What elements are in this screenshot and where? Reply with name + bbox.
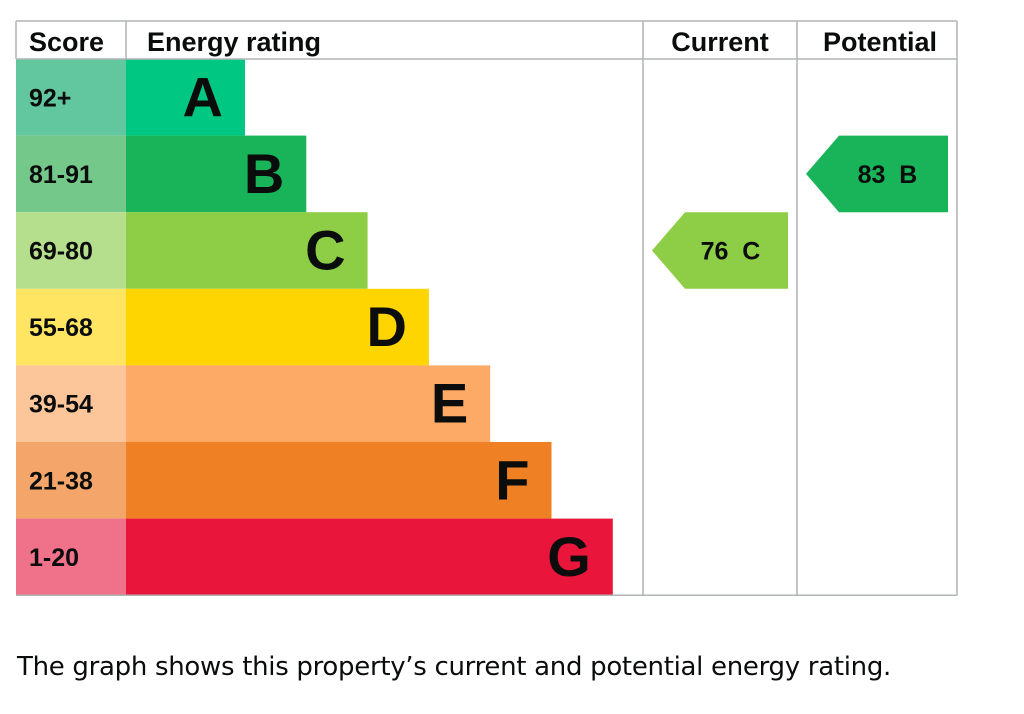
- potential-arrow: [806, 135, 948, 213]
- rating-letter-d: D: [366, 295, 406, 358]
- rating-letter-e: E: [431, 372, 468, 435]
- score-cell-a: [16, 59, 126, 136]
- rating-bar-c: [126, 212, 368, 289]
- score-cell-c: [16, 212, 126, 289]
- score-label-e: 39-54: [29, 391, 93, 419]
- rating-letter-a: A: [183, 65, 223, 128]
- rating-bands: 92+ A 81-91 B 69-80 C 55-68 D 39-54 E 21-38 F 1-20 G: [16, 59, 613, 596]
- score-cell-f: [16, 442, 126, 519]
- column-headers: Score Energy rating Current Potential: [29, 27, 937, 57]
- score-label-d: 55-68: [29, 314, 93, 342]
- score-header: Score: [29, 27, 104, 57]
- grid-lines: [15, 20, 958, 596]
- rating-bar-a: [126, 59, 245, 136]
- score-cell-e: [16, 365, 126, 442]
- score-label-a: 92+: [29, 84, 71, 112]
- rating-letter-f: F: [495, 448, 529, 511]
- rating-bar-f: [126, 442, 552, 519]
- current-rating-label: 76 C: [701, 238, 761, 266]
- rating-arrows: 76 C 83 B: [652, 135, 948, 289]
- score-label-f: 21-38: [29, 467, 93, 495]
- potential-header: Potential: [823, 27, 937, 57]
- score-label-g: 1-20: [29, 544, 79, 572]
- current-header: Current: [671, 27, 769, 57]
- rating-letter-c: C: [305, 219, 345, 282]
- energy-rating-chart: Score Energy rating Current Potential 92…: [15, 20, 958, 596]
- current-arrow: [652, 212, 788, 289]
- score-cell-d: [16, 288, 126, 366]
- score-label-c: 69-80: [29, 238, 93, 266]
- rating-bar-g: [126, 518, 613, 596]
- graph-caption: The graph shows this property’s current …: [17, 652, 891, 682]
- rating-bar-b: [126, 135, 307, 213]
- rating-letter-b: B: [244, 142, 284, 205]
- rating-bar-d: [126, 288, 429, 366]
- potential-rating-label: 83 B: [858, 161, 918, 189]
- energy-rating-header: Energy rating: [147, 27, 321, 57]
- rating-letter-g: G: [547, 525, 591, 588]
- score-cell-b: [16, 135, 126, 213]
- rating-bar-e: [126, 365, 491, 442]
- score-cell-g: [16, 518, 126, 596]
- score-label-b: 81-91: [29, 161, 93, 189]
